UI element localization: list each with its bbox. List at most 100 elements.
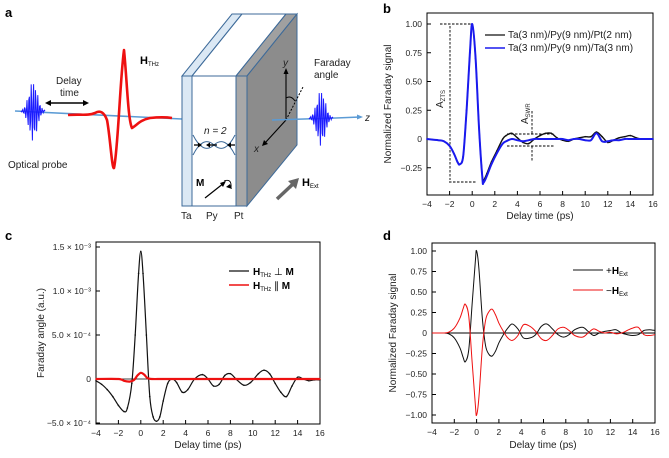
data-point: [229, 378, 232, 380]
y-tick-label: 0.25: [405, 105, 422, 115]
x-axis-head-icon: [262, 140, 268, 146]
data-point: [544, 132, 547, 135]
x-ticks: −4 −2 0 2 4 6 8 10 12 14 16: [91, 420, 325, 438]
wave-arrow-mid-head-icon: [206, 142, 210, 148]
data-point: [550, 138, 553, 140]
data-point: [145, 334, 148, 336]
layer-label-py: Py: [206, 211, 218, 222]
x-tick-label: 0: [474, 427, 479, 437]
optical-probe-label: Optical probe: [8, 160, 68, 171]
data-point: [123, 410, 125, 413]
data-point: [268, 372, 271, 375]
series-group: [95, 250, 321, 423]
faraday-angle-label-line1: Faraday: [314, 58, 351, 69]
data-point: [544, 138, 547, 140]
data-point: [137, 272, 140, 275]
data-point: [646, 138, 649, 140]
data-point: [257, 372, 260, 375]
data-point: [501, 138, 504, 140]
h-ext-arrow: [275, 182, 295, 201]
legend: Ta(3 nm)/Py(9 nm)/Pt(2 nm) Ta(3 nm)/Py(9…: [485, 30, 633, 54]
y-tick-label: 1.0 × 10⁻³: [53, 286, 91, 296]
y-ticks: −5.0 × 10⁻⁴ 0 5.0 × 10⁻⁴ 1.0 × 10⁻³ 1.5 × 10…: [47, 242, 100, 428]
data-point: [578, 138, 581, 140]
data-point: [166, 382, 169, 385]
data-point: [123, 379, 125, 382]
data-point: [652, 138, 654, 140]
data-point: [296, 376, 299, 379]
data-point: [162, 400, 164, 402]
y-axis-label: Faraday angle (a.u.): [36, 288, 47, 378]
x-tick-label: 6: [538, 199, 543, 209]
y-tick-label: 0.50: [410, 287, 427, 297]
data-point: [539, 134, 541, 137]
data-point: [533, 138, 536, 140]
a-swr-annotation: ASWR: [520, 103, 532, 124]
data-point: [490, 163, 493, 166]
data-point: [274, 378, 277, 380]
legend: +HExt −HExt: [573, 266, 628, 298]
legend-label-perp: HTHz ⊥ M: [253, 267, 294, 279]
y-tick-label: −0.75: [405, 390, 427, 400]
delay-label-line2: time: [60, 88, 79, 99]
precession-arrow-head-icon: [226, 184, 232, 189]
x-tick-label: 2: [497, 427, 502, 437]
data-point: [159, 416, 161, 418]
y-tick-label: 1.00: [410, 246, 427, 256]
h-ext-arrow-head-icon: [288, 178, 299, 189]
y-axis-head-icon: [283, 68, 289, 74]
y-tick-label: 1.00: [405, 19, 422, 29]
data-point: [469, 51, 471, 54]
y-axis-label: Normalized Faraday signal: [383, 45, 394, 164]
data-point: [612, 139, 615, 141]
legend-label-pt: Ta(3 nm)/Py(9 nm)/Pt(2 nm): [508, 30, 632, 41]
x-ticks: −4 −2 0 2 4 6 8 10 12 14 16: [427, 419, 660, 437]
data-point: [143, 373, 145, 376]
series-line-2: [426, 22, 653, 186]
data-point: [522, 140, 524, 143]
data-point: [285, 395, 288, 398]
x-tick-label: −4: [91, 428, 101, 438]
x-axis-arrow: [264, 119, 287, 144]
data-point: [151, 378, 153, 380]
optical-probe-pulse-icon: [20, 84, 46, 141]
x-tick-label: −4: [427, 427, 437, 437]
data-point: [453, 153, 455, 155]
x-axis-label: Delay time (ps): [174, 440, 241, 451]
data-point: [162, 378, 164, 380]
data-point: [184, 378, 187, 380]
x-tick-label: 4: [515, 199, 520, 209]
data-point: [148, 395, 151, 398]
axis-label-z: z: [364, 113, 370, 124]
data-point: [140, 250, 142, 253]
h-thz-label: HTHz: [140, 55, 159, 68]
data-point: [117, 404, 120, 407]
y-tick-label: 0.50: [405, 77, 422, 87]
data-point: [212, 385, 215, 387]
data-point: [274, 382, 277, 385]
data-point: [291, 385, 293, 387]
x-tick-label: 6: [206, 428, 211, 438]
data-point: [243, 384, 245, 386]
x-tick-label: 12: [603, 199, 613, 209]
panel-c-chart: c −5.0 × 10⁻⁴ 0 5.0 × 10⁻⁴ 1.0 × 10⁻³ 1.5 × …: [5, 228, 325, 451]
x-tick-label: 10: [248, 428, 258, 438]
x-tick-label: 16: [315, 428, 325, 438]
magnetization-arrow: [204, 182, 225, 199]
data-point: [319, 378, 321, 380]
y-tick-label: 0.75: [405, 48, 422, 58]
data-point: [590, 135, 592, 138]
data-point: [136, 374, 139, 377]
wave-arrow-right-head-icon: [227, 142, 231, 148]
data-point: [629, 138, 632, 140]
axis-label-x: x: [253, 144, 260, 155]
y-tick-label: 0: [422, 328, 427, 338]
x-tick-label: 8: [560, 199, 565, 209]
data-point: [623, 135, 626, 138]
x-tick-label: −2: [449, 427, 459, 437]
data-point: [187, 388, 189, 391]
data-point: [618, 137, 620, 139]
data-point: [106, 388, 108, 391]
y-ticks: −0.25 0 0.25 0.50 0.75 1.00: [400, 19, 431, 173]
